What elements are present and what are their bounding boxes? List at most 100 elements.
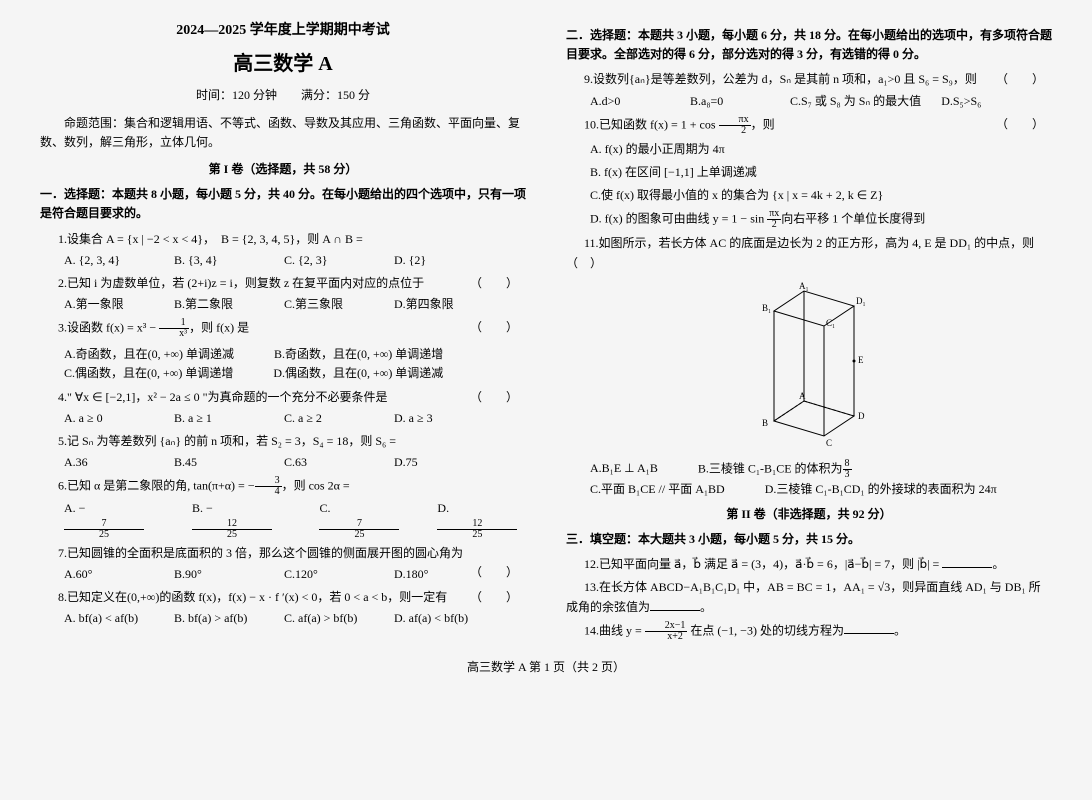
paren: （ ） xyxy=(452,274,518,293)
page-footer: 高三数学 A 第 1 页（共 2 页） xyxy=(40,658,1052,677)
q4-opt-c: C. a ≥ 2 xyxy=(284,409,364,428)
q5-opt-c: C.63 xyxy=(284,453,364,472)
question-9: 9.设数列{aₙ}是等差数列，公差为 d，Sₙ 是其前 n 项和，a₁>0 且 … xyxy=(566,70,1052,110)
q7-opt-a: A.60° xyxy=(64,565,144,584)
section2-head: 二．选择题：本题共 3 小题，每小题 6 分，共 18 分。在每小题给出的选项中… xyxy=(566,26,1052,64)
q10-stem-post: ，则 xyxy=(751,117,775,131)
svg-text:B: B xyxy=(762,418,768,428)
svg-text:D₁: D₁ xyxy=(856,296,866,306)
q6-stem-pre: 6.已知 α 是第二象限的角, tan(π+α) = − xyxy=(58,479,255,493)
q4-opt-d: D. a ≥ 3 xyxy=(394,409,474,428)
scope: 命题范围：集合和逻辑用语、不等式、函数、导数及其应用、三角函数、平面向量、复数、… xyxy=(40,114,526,152)
question-8: 8.已知定义在(0,+∞)的函数 f(x)，f(x) − x · f ′(x) … xyxy=(40,588,526,628)
q3-stem-post: ，则 f(x) 是 xyxy=(189,321,249,335)
q8-opt-a: A. bf(a) < af(b) xyxy=(64,609,144,628)
question-10: 10.已知函数 f(x) = 1 + cos πx2，则（ ） A. f(x) … xyxy=(566,115,1052,231)
svg-text:A: A xyxy=(799,391,806,401)
paren: （ ） xyxy=(452,318,518,337)
q11-opt-d: D.三棱锥 C₁-B₁CD₁ 的外接球的表面积为 24π xyxy=(765,480,997,499)
q10-opt-c: C.使 f(x) 取得最小值的 x 的集合为 {x | x = 4k + 2, … xyxy=(590,186,1052,205)
part2-title: 第 II 卷（非选择题，共 92 分） xyxy=(566,505,1052,524)
q10-opt-a: A. f(x) 的最小正周期为 4π xyxy=(590,140,1052,159)
q3-opt-a: A.奇函数，且在(0, +∞) 单调递减 xyxy=(64,345,234,364)
question-7: 7.已知圆锥的全面积是底面积的 3 倍，那么这个圆锥的侧面展开图的圆心角为（ ）… xyxy=(40,544,526,584)
q2-opt-d: D.第四象限 xyxy=(394,295,474,314)
q1-opt-c: C. {2, 3} xyxy=(284,251,364,270)
q2-stem: 2.已知 i 为虚数单位，若 (2+i)z = i，则复数 z 在复平面内对应的… xyxy=(58,276,424,290)
q4-opt-b: B. a ≥ 1 xyxy=(174,409,254,428)
svg-text:A₁: A₁ xyxy=(799,281,809,291)
q6-opt-a: A. −725 xyxy=(64,499,162,539)
q4-stem: 4." ∀x ∈ [−2,1]，x² − 2a ≤ 0 "为真命题的一个充分不必… xyxy=(58,390,388,404)
q5-opt-d: D.75 xyxy=(394,453,474,472)
q9-stem: 9.设数列{aₙ}是等差数列，公差为 d，Sₙ 是其前 n 项和，a₁>0 且 … xyxy=(584,72,977,86)
paren: （ ） xyxy=(978,70,1044,89)
q3-opt-c: C.偶函数，且在(0, +∞) 单调递增 xyxy=(64,364,233,383)
question-12: 12.已知平面向量 a⃗，b⃗ 满足 a⃗ = (3，4)，a⃗·b⃗ = 6，… xyxy=(566,555,1052,574)
q7-stem: 7.已知圆锥的全面积是底面积的 3 倍，那么这个圆锥的侧面展开图的圆心角为 xyxy=(58,546,463,560)
q2-opt-b: B.第二象限 xyxy=(174,295,254,314)
question-6: 6.已知 α 是第二象限的角, tan(π+α) = −34，则 cos 2α … xyxy=(40,476,526,539)
svg-text:C₁: C₁ xyxy=(826,318,835,328)
question-4: 4." ∀x ∈ [−2,1]，x² − 2a ≤ 0 "为真命题的一个充分不必… xyxy=(40,388,526,428)
q7-opt-b: B.90° xyxy=(174,565,254,584)
q8-opt-c: C. af(a) > bf(b) xyxy=(284,609,364,628)
q10-opt-b: B. f(x) 在区间 [−1,1] 上单调递减 xyxy=(590,163,1052,182)
svg-text:C: C xyxy=(826,438,832,448)
q7-opt-c: C.120° xyxy=(284,565,364,584)
time-score: 时间：120 分钟 满分：150 分 xyxy=(40,86,526,105)
q9-opt-a: A.d>0 xyxy=(590,92,670,111)
blank xyxy=(844,633,894,634)
question-5: 5.记 Sₙ 为等差数列 {aₙ} 的前 n 项和，若 S₂ = 3，S₄ = … xyxy=(40,432,526,472)
q11-opt-c: C.平面 B₁CE // 平面 A₁BD xyxy=(590,480,725,499)
q2-opt-c: C.第三象限 xyxy=(284,295,364,314)
blank xyxy=(942,567,992,568)
question-1: 1.设集合 A = {x | −2 < x < 4}， B = {2, 3, 4… xyxy=(40,230,526,270)
q9-opt-d: D.S₅>S₆ xyxy=(941,92,1021,111)
question-11: 11.如图所示，若长方体 AC 的底面是边长为 2 的正方形，高为 4, E 是… xyxy=(566,234,1052,499)
q14-stem-post: 在点 (−1, −3) 处的切线方程为 xyxy=(687,623,844,637)
q11-stem: 11.如图所示，若长方体 AC 的底面是边长为 2 的正方形，高为 4, E 是… xyxy=(566,236,1034,269)
svg-text:B₁: B₁ xyxy=(762,303,771,313)
paren: （ ） xyxy=(452,588,518,607)
q13-stem: 13.在长方体 ABCD−A₁B₁C₁D₁ 中，AB = BC = 1，AA₁ … xyxy=(566,580,1041,613)
question-2: 2.已知 i 为虚数单位，若 (2+i)z = i，则复数 z 在复平面内对应的… xyxy=(40,274,526,314)
section3-head: 三．填空题：本大题共 3 小题，每小题 5 分，共 15 分。 xyxy=(566,530,1052,549)
q6-stem-post: ，则 cos 2α = xyxy=(282,479,350,493)
q8-opt-b: B. bf(a) > af(b) xyxy=(174,609,254,628)
q2-opt-a: A.第一象限 xyxy=(64,295,144,314)
q3-opt-b: B.奇函数，且在(0, +∞) 单调递增 xyxy=(274,345,443,364)
svg-text:E: E xyxy=(858,355,864,365)
q5-opt-b: B.45 xyxy=(174,453,254,472)
q6-opt-c: C.725 xyxy=(319,499,407,539)
q3-opt-d: D.偶函数，且在(0, +∞) 单调递减 xyxy=(273,364,443,383)
q11-opt-b: B.三棱锥 C₁-B₁CE 的体积为83 xyxy=(698,459,852,480)
q3-stem-pre: 3.设函数 f(x) = x³ − xyxy=(58,321,159,335)
q10-stem-pre: 10.已知函数 f(x) = 1 + cos xyxy=(584,117,716,131)
q1-opt-d: D. {2} xyxy=(394,251,474,270)
section1-head: 一．选择题：本题共 8 小题，每小题 5 分，共 40 分。在每小题给出的四个选… xyxy=(40,185,526,223)
q1-opt-a: A. {2, 3, 4} xyxy=(64,251,144,270)
q5-opt-a: A.36 xyxy=(64,453,144,472)
q6-opt-b: B. −1225 xyxy=(192,499,289,539)
question-13: 13.在长方体 ABCD−A₁B₁C₁D₁ 中，AB = BC = 1，AA₁ … xyxy=(566,578,1052,616)
q5-stem: 5.记 Sₙ 为等差数列 {aₙ} 的前 n 项和，若 S₂ = 3，S₄ = … xyxy=(58,434,396,448)
q10-opt-d: D. f(x) 的图象可由曲线 y = 1 − sin πx2向右平移 1 个单… xyxy=(590,209,1052,230)
question-14: 14.曲线 y = 2x−1x+2 在点 (−1, −3) 处的切线方程为。 xyxy=(566,621,1052,642)
exam-year: 2024—2025 学年度上学期期中考试 xyxy=(40,20,526,42)
part1-title: 第 I 卷（选择题，共 58 分） xyxy=(40,160,526,179)
q7-opt-d: D.180° xyxy=(394,565,474,584)
paren: （ ） xyxy=(978,115,1044,134)
paren: （ ） xyxy=(452,388,518,407)
q12-stem: 12.已知平面向量 a⃗，b⃗ 满足 a⃗ = (3，4)，a⃗·b⃗ = 6，… xyxy=(584,557,942,571)
blank xyxy=(650,610,700,611)
q14-stem-pre: 14.曲线 y = xyxy=(584,623,645,637)
exam-title: 高三数学 A xyxy=(40,48,526,80)
q8-stem: 8.已知定义在(0,+∞)的函数 f(x)，f(x) − x · f ′(x) … xyxy=(58,590,447,604)
q1-stem: 1.设集合 A = {x | −2 < x < 4}， B = {2, 3, 4… xyxy=(58,232,363,246)
q9-opt-c: C.S₇ 或 S₈ 为 Sₙ 的最大值 xyxy=(790,92,921,111)
q9-opt-b: B.a₈=0 xyxy=(690,92,770,111)
q6-opt-d: D.1225 xyxy=(437,499,526,539)
question-3: 3.设函数 f(x) = x³ − 1x³，则 f(x) 是（ ） A.奇函数，… xyxy=(40,318,526,383)
q1-opt-b: B. {3, 4} xyxy=(174,251,254,270)
